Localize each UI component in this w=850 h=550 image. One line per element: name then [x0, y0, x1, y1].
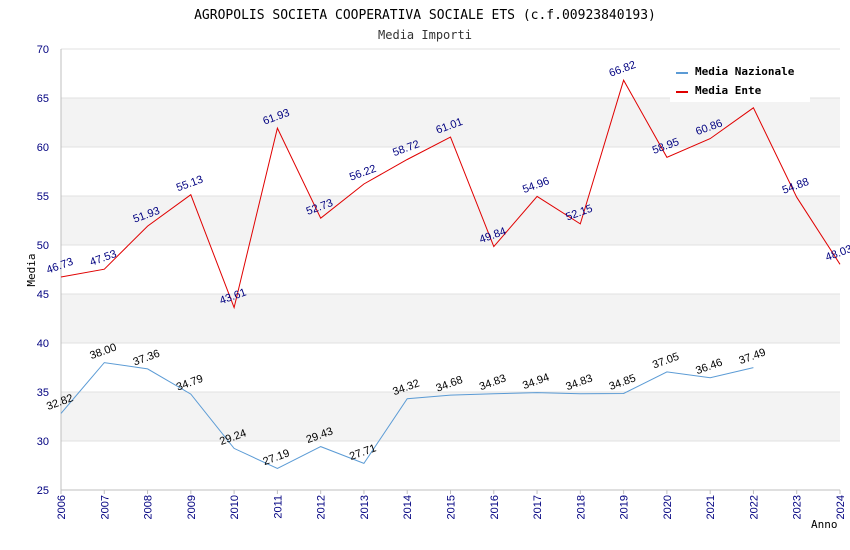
x-axis-label: Anno — [811, 518, 838, 531]
x-tick-label: 2018 — [575, 495, 587, 519]
y-tick-label: 35 — [37, 387, 49, 399]
x-tick-labels: 2006 2007 2008 2009 2010 2011 2012 2013 2014 2015… — [56, 495, 847, 519]
grid-band — [61, 294, 840, 343]
axes — [60, 49, 841, 494]
y-tick-label: 40 — [37, 338, 49, 350]
y-axis-label: Media — [25, 253, 38, 286]
grid-bands — [61, 48, 840, 491]
x-tick-label: 2011 — [272, 495, 284, 519]
y-tick-label: 30 — [37, 436, 49, 448]
y-tick-label: 25 — [37, 485, 49, 497]
grid-band — [61, 441, 840, 490]
y-tick-label: 45 — [37, 289, 49, 301]
series-line-media-ente — [60, 78, 841, 310]
x-tick-label: 2008 — [143, 495, 155, 519]
x-tick-label: 2009 — [186, 495, 198, 519]
x-tick-label: 2017 — [532, 495, 544, 519]
y-tick-labels: 25 30 35 40 45 50 55 60 65 70 — [37, 44, 49, 497]
series-lines — [60, 78, 841, 470]
x-tick-label: 2010 — [229, 495, 241, 519]
x-tick-label: 2016 — [489, 495, 501, 519]
grid-band — [61, 196, 840, 245]
x-tick-label: 2007 — [99, 495, 111, 519]
x-tick-label: 2021 — [705, 495, 717, 519]
x-tick-label: 2024 — [835, 495, 847, 519]
legend-label: Media Nazionale — [695, 65, 795, 78]
y-tick-label: 50 — [37, 240, 49, 252]
x-tick-label: 2023 — [792, 495, 804, 519]
chart-subtitle: Media Importi — [378, 28, 472, 42]
x-tick-label: 2015 — [446, 495, 458, 519]
chart-title: AGROPOLIS SOCIETA COOPERATIVA SOCIALE ET… — [194, 8, 656, 23]
x-tick-label: 2006 — [56, 495, 68, 519]
series-line-media-nazionale — [60, 362, 754, 470]
x-tick-label: 2019 — [619, 495, 631, 519]
y-tick-label: 60 — [37, 142, 49, 154]
x-tick-label: 2020 — [662, 495, 674, 519]
legend: Media Nazionale Media Ente — [670, 60, 810, 102]
x-tick-label: 2012 — [316, 495, 328, 519]
grid-band — [61, 343, 840, 392]
x-tick-label: 2013 — [359, 495, 371, 519]
grid-band — [61, 147, 840, 196]
legend-label: Media Ente — [695, 84, 762, 97]
grid-band — [61, 245, 840, 294]
x-tick-label: 2014 — [402, 495, 414, 519]
legend-box — [670, 60, 810, 102]
y-tick-label: 65 — [37, 93, 49, 105]
y-tick-label: 70 — [37, 44, 49, 56]
grid-band — [61, 392, 840, 441]
y-tick-label: 55 — [37, 191, 49, 203]
x-tick-label: 2022 — [748, 495, 760, 519]
